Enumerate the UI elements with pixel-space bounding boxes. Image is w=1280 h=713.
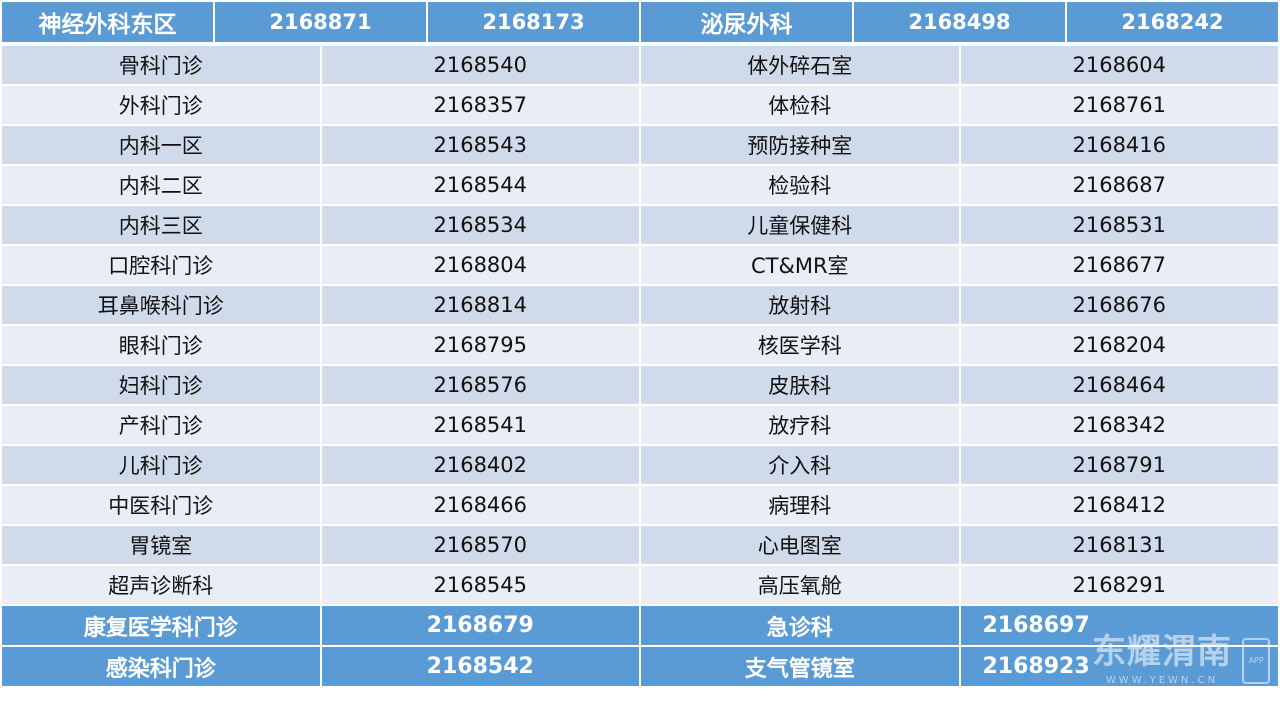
- department-cell: 口腔科门诊: [0, 244, 322, 286]
- department-cell: 内科三区: [0, 204, 322, 246]
- table-row: 内科二区 2168544 检验科 2168687: [0, 164, 1280, 206]
- phone-cell: 2168570: [319, 524, 641, 566]
- table-row: 妇科门诊 2168576 皮肤科 2168464: [0, 364, 1280, 406]
- table-row: 内科三区 2168534 儿童保健科 2168531: [0, 204, 1280, 246]
- table-row: 胃镜室 2168570 心电图室 2168131: [0, 524, 1280, 566]
- header-cell: 2168173: [426, 0, 641, 44]
- phone-cell: 2168204: [958, 324, 1280, 366]
- phone-cell: 2168576: [319, 364, 641, 406]
- department-cell: 高压氧舱: [639, 564, 961, 606]
- phone-cell: 2168534: [319, 204, 641, 246]
- phone-cell: 2168679: [319, 604, 641, 647]
- phone-cell: 2168357: [319, 84, 641, 126]
- department-cell: 骨科门诊: [0, 44, 322, 86]
- phone-cell: 2168402: [319, 444, 641, 486]
- department-cell: 病理科: [639, 484, 961, 526]
- phone-cell: 2168791: [958, 444, 1280, 486]
- table-row: 超声诊断科 2168545 高压氧舱 2168291: [0, 564, 1280, 606]
- department-cell: 检验科: [639, 164, 961, 206]
- phone-cell: 2168761: [958, 84, 1280, 126]
- department-cell: 内科一区: [0, 124, 322, 166]
- phone-cell: 2168544: [319, 164, 641, 206]
- phone-cell: 2168466: [319, 484, 641, 526]
- table-row: 外科门诊 2168357 体检科 2168761: [0, 84, 1280, 126]
- department-cell: 妇科门诊: [0, 364, 322, 406]
- phone-cell: 2168131: [958, 524, 1280, 566]
- phone-cell: 2168804: [319, 244, 641, 286]
- phone-cell: 2168416: [958, 124, 1280, 166]
- header-cell: 泌尿外科: [639, 0, 854, 44]
- department-cell: 体检科: [639, 84, 961, 126]
- table-row: 内科一区 2168543 预防接种室 2168416: [0, 124, 1280, 166]
- department-cell: CT&MR室: [639, 244, 961, 286]
- department-cell: 康复医学科门诊: [0, 604, 322, 647]
- header-row: 神经外科东区 2168871 2168173 泌尿外科 2168498 2168…: [0, 0, 1280, 44]
- department-cell: 预防接种室: [639, 124, 961, 166]
- highlight-row: 康复医学科门诊 2168679 急诊科 2168697: [0, 604, 1280, 647]
- phone-cell: 2168687: [958, 164, 1280, 206]
- department-cell: 眼科门诊: [0, 324, 322, 366]
- phone-cell: 2168342: [958, 404, 1280, 446]
- header-table: 神经外科东区 2168871 2168173 泌尿外科 2168498 2168…: [0, 0, 1280, 44]
- department-cell: 内科二区: [0, 164, 322, 206]
- department-cell: 体外碎石室: [639, 44, 961, 86]
- phone-cell: 2168604: [958, 44, 1280, 86]
- department-cell: 感染科门诊: [0, 645, 322, 688]
- phone-cell: 2168676: [958, 284, 1280, 326]
- phone-cell: 2168542: [319, 645, 641, 688]
- department-cell: 急诊科: [639, 604, 961, 647]
- department-cell: 儿科门诊: [0, 444, 322, 486]
- department-cell: 支气管镜室: [639, 645, 961, 688]
- department-cell: 中医科门诊: [0, 484, 322, 526]
- department-cell: 皮肤科: [639, 364, 961, 406]
- phone-cell: 2168412: [958, 484, 1280, 526]
- department-cell: 儿童保健科: [639, 204, 961, 246]
- department-cell: 放射科: [639, 284, 961, 326]
- phone-cell: 2168697: [958, 604, 1280, 647]
- phone-cell: 2168540: [319, 44, 641, 86]
- department-cell: 心电图室: [639, 524, 961, 566]
- department-cell: 介入科: [639, 444, 961, 486]
- table-row: 骨科门诊 2168540 体外碎石室 2168604: [0, 44, 1280, 86]
- phone-cell: 2168814: [319, 284, 641, 326]
- phone-cell: 2168541: [319, 404, 641, 446]
- phone-cell: 2168464: [958, 364, 1280, 406]
- table-row: 口腔科门诊 2168804 CT&MR室 2168677: [0, 244, 1280, 286]
- department-cell: 胃镜室: [0, 524, 322, 566]
- phone-cell: 2168531: [958, 204, 1280, 246]
- header-cell: 神经外科东区: [0, 0, 215, 44]
- department-cell: 核医学科: [639, 324, 961, 366]
- table-row: 产科门诊 2168541 放疗科 2168342: [0, 404, 1280, 446]
- header-cell: 2168242: [1065, 0, 1280, 44]
- phone-cell: 2168923: [958, 645, 1280, 688]
- table-row: 眼科门诊 2168795 核医学科 2168204: [0, 324, 1280, 366]
- table-row: 耳鼻喉科门诊 2168814 放射科 2168676: [0, 284, 1280, 326]
- phone-cell: 2168543: [319, 124, 641, 166]
- phone-cell: 2168545: [319, 564, 641, 606]
- phone-cell: 2168677: [958, 244, 1280, 286]
- department-cell: 放疗科: [639, 404, 961, 446]
- phone-cell: 2168795: [319, 324, 641, 366]
- phone-directory-table: 骨科门诊 2168540 体外碎石室 2168604 外科门诊 2168357 体检科 216…: [0, 44, 1280, 688]
- department-cell: 外科门诊: [0, 84, 322, 126]
- department-cell: 超声诊断科: [0, 564, 322, 606]
- department-cell: 产科门诊: [0, 404, 322, 446]
- header-cell: 2168871: [213, 0, 428, 44]
- department-cell: 耳鼻喉科门诊: [0, 284, 322, 326]
- phone-cell: 2168291: [958, 564, 1280, 606]
- table-row: 儿科门诊 2168402 介入科 2168791: [0, 444, 1280, 486]
- header-cell: 2168498: [852, 0, 1067, 44]
- table-row: 中医科门诊 2168466 病理科 2168412: [0, 484, 1280, 526]
- highlight-row: 感染科门诊 2168542 支气管镜室 2168923: [0, 645, 1280, 688]
